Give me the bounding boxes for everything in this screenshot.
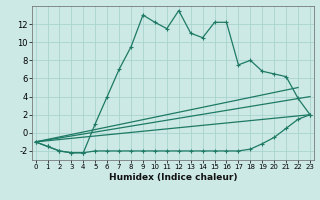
X-axis label: Humidex (Indice chaleur): Humidex (Indice chaleur): [108, 173, 237, 182]
